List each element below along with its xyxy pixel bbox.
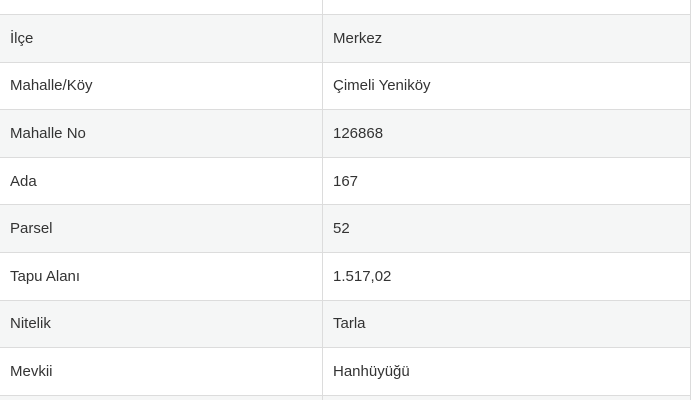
row-label: İlçe	[0, 15, 323, 62]
row-value	[323, 396, 690, 400]
table-row-partial-top	[0, 0, 690, 14]
table-row: Tapu Alanı 1.517,02	[0, 251, 690, 300]
row-value: Tarla	[333, 315, 366, 333]
table-row: İlçe Merkez	[0, 14, 690, 62]
row-value: 167	[333, 172, 359, 190]
row-label: Mevkii	[0, 348, 323, 395]
row-value: Merkez	[333, 29, 383, 47]
table-row: Mevkii Hanhüyüğü	[0, 347, 690, 395]
row-label: Parsel	[0, 205, 323, 252]
row-value: 1.517,02	[333, 267, 392, 285]
table-row: Parsel 52	[0, 204, 690, 252]
row-value: 126868	[333, 124, 384, 142]
row-value: Çimeli Yeniköy	[333, 77, 431, 95]
row-label: Mahalle No	[0, 110, 323, 157]
row-label: Ada	[0, 157, 323, 205]
table-row: Ada 167	[0, 156, 690, 205]
row-label: Mahalle/Köy	[0, 62, 323, 110]
row-label: Tapu Alanı	[0, 252, 323, 300]
row-value	[323, 0, 690, 14]
table-row: Nitelik Tarla	[0, 299, 690, 348]
row-label	[0, 0, 323, 14]
row-label: Nitelik	[0, 300, 323, 348]
row-value: Hanhüyüğü	[333, 362, 410, 380]
row-label	[0, 395, 323, 400]
table-row-partial-bottom	[0, 394, 690, 400]
table-row: Mahalle/Köy Çimeli Yeniköy	[0, 61, 690, 110]
table-row: Mahalle No 126868	[0, 109, 690, 157]
row-value: 52	[333, 220, 350, 238]
